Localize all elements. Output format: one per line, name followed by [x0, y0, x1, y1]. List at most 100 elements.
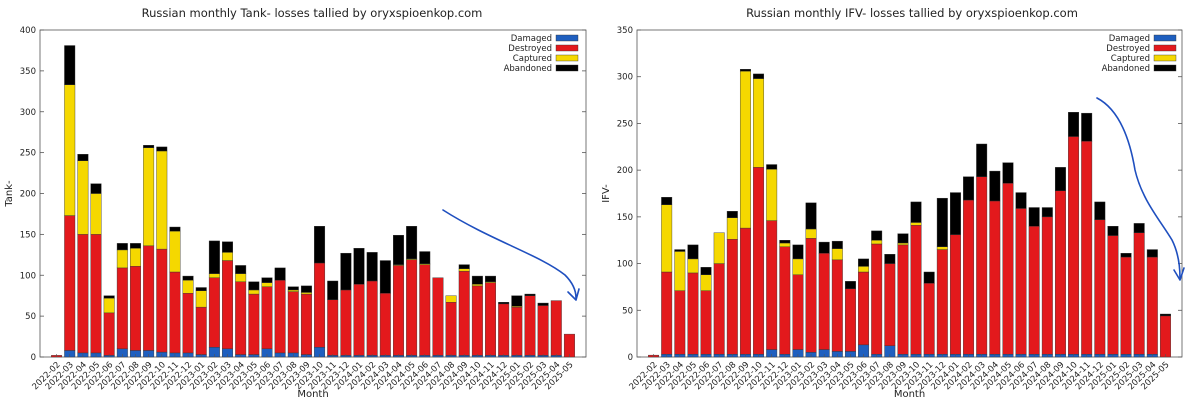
- legend-swatch: [555, 54, 579, 62]
- bar-captured: [753, 78, 765, 168]
- bar-abandoned: [182, 275, 194, 281]
- bar-captured: [77, 160, 89, 235]
- bar-abandoned: [1054, 167, 1066, 191]
- legend-label: Destroyed: [1106, 44, 1150, 54]
- bar-captured: [661, 204, 673, 273]
- bar-destroyed: [661, 271, 673, 355]
- bar-abandoned: [1028, 207, 1040, 227]
- bar-destroyed: [445, 302, 457, 356]
- bar-destroyed: [261, 286, 273, 350]
- bar-abandoned: [792, 244, 804, 260]
- y-tick-label: 250: [20, 149, 36, 159]
- bar-destroyed: [949, 234, 961, 355]
- bar-abandoned: [130, 243, 141, 249]
- bar-abandoned: [1120, 253, 1132, 258]
- annotation-arrow: [1096, 97, 1181, 279]
- bar-abandoned: [766, 164, 778, 170]
- bar-abandoned: [753, 73, 765, 79]
- bar-abandoned: [90, 183, 102, 194]
- bar-abandoned: [419, 251, 431, 265]
- bar-captured: [936, 246, 948, 250]
- bar-abandoned: [1002, 162, 1014, 184]
- x-axis-label: Month: [894, 389, 925, 400]
- bar-abandoned: [1094, 201, 1106, 220]
- bar-abandoned: [64, 45, 76, 85]
- bar-abandoned: [143, 145, 155, 148]
- chart-title: Russian monthly Tank- losses tallied by …: [142, 6, 483, 20]
- bar-captured: [116, 249, 128, 269]
- bar-destroyed: [976, 176, 988, 355]
- bar-abandoned: [897, 233, 909, 244]
- bar-abandoned: [379, 260, 391, 294]
- bar-destroyed: [563, 333, 575, 358]
- bar-destroyed: [340, 289, 352, 356]
- bar-captured: [248, 289, 260, 295]
- bar-destroyed: [222, 260, 233, 350]
- bar-destroyed: [1041, 216, 1053, 355]
- bar-captured: [90, 193, 102, 235]
- bar-abandoned: [818, 241, 830, 254]
- bar-abandoned: [287, 286, 299, 291]
- bar-abandoned: [1107, 225, 1119, 236]
- y-axis-label: IFV-: [601, 184, 612, 203]
- bar-abandoned: [739, 69, 751, 72]
- chart-2: Russian monthly IFV- losses tallied by o…: [601, 6, 1185, 400]
- bar-destroyed: [248, 293, 260, 355]
- bar-captured: [235, 273, 247, 282]
- bar-destroyed: [169, 271, 181, 354]
- bar-abandoned: [274, 267, 286, 281]
- bar-destroyed: [314, 262, 326, 348]
- bar-captured: [805, 228, 817, 239]
- bar-abandoned: [524, 293, 536, 296]
- bar-abandoned: [327, 280, 339, 300]
- bar-destroyed: [884, 263, 896, 346]
- y-tick-label: 150: [20, 230, 36, 240]
- bar-destroyed: [287, 291, 299, 354]
- bar-destroyed: [550, 300, 562, 356]
- bar-captured: [897, 242, 909, 246]
- bar-abandoned: [976, 143, 988, 177]
- bar-destroyed: [726, 239, 738, 355]
- bar-captured: [182, 279, 194, 294]
- chart-title: Russian monthly IFV- losses tallied by o…: [746, 6, 1078, 20]
- bar-abandoned: [208, 240, 220, 274]
- bar-captured: [779, 242, 791, 247]
- annotation-arrowhead: [567, 288, 580, 301]
- bar-captured: [222, 252, 233, 261]
- bar-destroyed: [779, 246, 791, 355]
- bar-destroyed: [406, 259, 418, 356]
- bar-abandoned: [700, 267, 712, 275]
- bar-destroyed: [64, 215, 76, 351]
- bar-abandoned: [222, 241, 233, 253]
- bar-captured: [674, 251, 686, 291]
- bar-destroyed: [208, 277, 220, 348]
- bar-abandoned: [661, 197, 673, 205]
- bar-destroyed: [1002, 183, 1014, 355]
- bar-captured: [300, 292, 312, 295]
- y-tick-label: 50: [25, 312, 36, 322]
- bar-abandoned: [910, 201, 922, 223]
- bar-abandoned: [1041, 207, 1053, 218]
- bar-destroyed: [1159, 315, 1171, 358]
- bar-abandoned: [340, 252, 352, 291]
- legend-swatch: [555, 34, 579, 42]
- bar-abandoned: [1133, 223, 1145, 233]
- bar-abandoned: [537, 302, 549, 306]
- bar-captured: [458, 268, 470, 272]
- legend-label: Captured: [1111, 54, 1150, 64]
- bar-abandoned: [393, 234, 404, 265]
- bar-destroyed: [818, 253, 830, 350]
- legend-swatch: [1153, 54, 1177, 62]
- bar-abandoned: [923, 271, 935, 284]
- bar-captured: [910, 222, 922, 226]
- bar-abandoned: [169, 226, 181, 232]
- bar-captured: [713, 232, 725, 264]
- bar-abandoned: [485, 275, 496, 282]
- y-tick-label: 300: [617, 73, 633, 83]
- bar-destroyed: [858, 271, 870, 346]
- bar-destroyed: [485, 282, 496, 356]
- bar-destroyed: [1120, 256, 1132, 355]
- bar-abandoned: [805, 202, 817, 230]
- bar-destroyed: [923, 282, 935, 355]
- bar-destroyed: [327, 299, 339, 356]
